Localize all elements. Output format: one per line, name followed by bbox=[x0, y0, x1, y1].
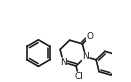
Text: O: O bbox=[86, 32, 93, 41]
Text: Cl: Cl bbox=[74, 72, 83, 81]
Text: N: N bbox=[82, 52, 89, 61]
Text: N: N bbox=[60, 58, 67, 67]
